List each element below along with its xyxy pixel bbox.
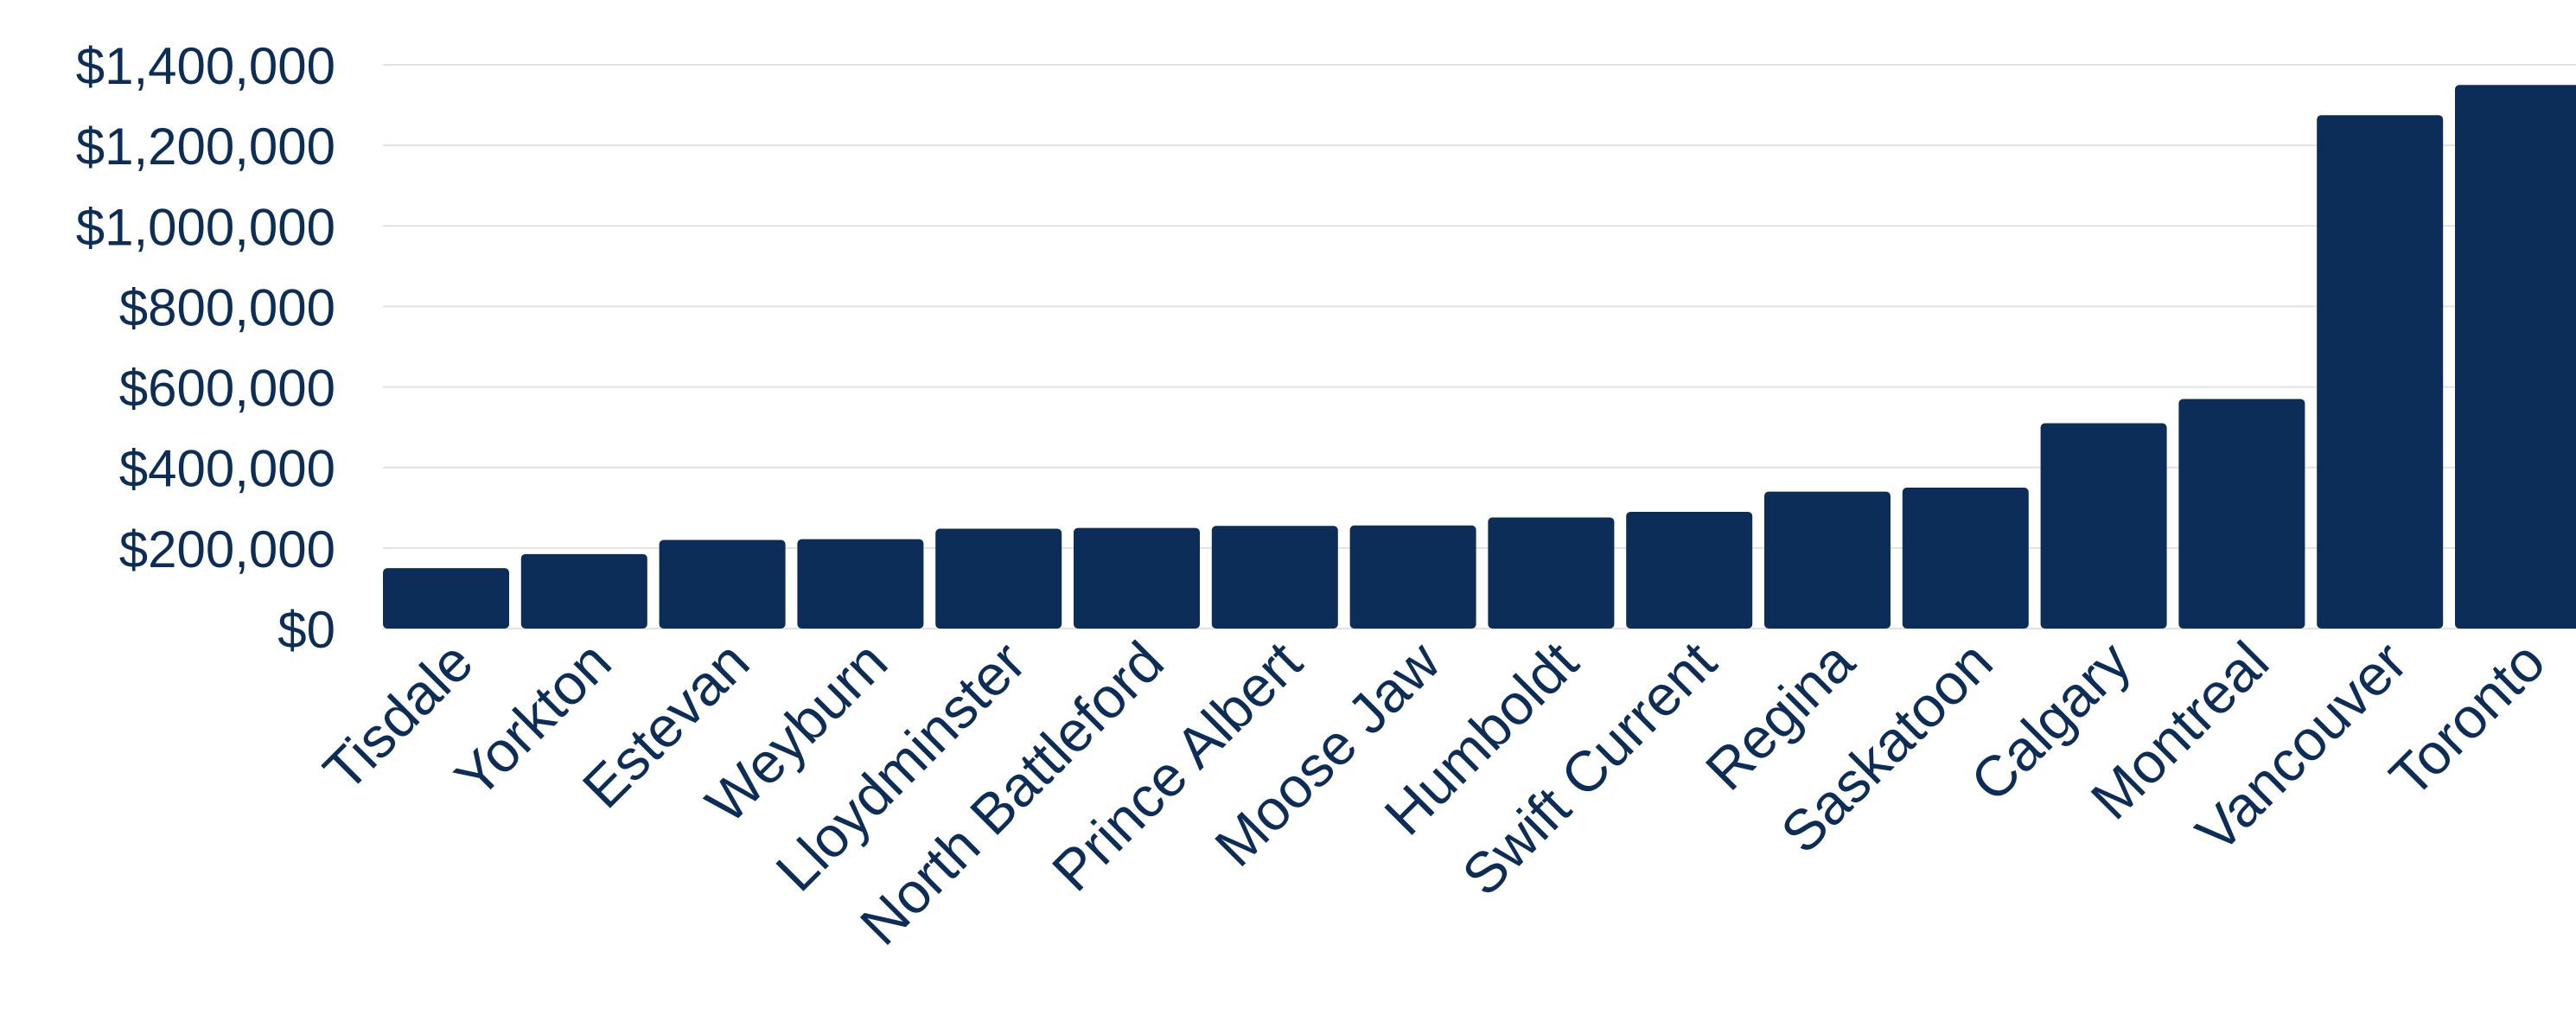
- y-tick-label: $200,000: [119, 520, 335, 578]
- y-tick-label: $400,000: [119, 440, 335, 498]
- bar-humboldt: [1488, 517, 1615, 629]
- bar-prince-albert: [1211, 526, 1338, 629]
- bar-estevan: [659, 540, 786, 629]
- x-tick-label: Toronto: [2377, 629, 2557, 809]
- bars: [383, 85, 2576, 629]
- x-axis-category-labels: TisdaleYorktonEstevanWeyburnLloydminster…: [311, 629, 2557, 956]
- y-tick-label: $1,400,000: [76, 37, 335, 95]
- y-tick-label: $600,000: [119, 360, 335, 418]
- bar-montreal: [2178, 399, 2305, 629]
- bar-tisdale: [383, 568, 509, 629]
- bar-moose-jaw: [1349, 525, 1476, 629]
- bar-calgary: [2040, 423, 2167, 629]
- bar-toronto: [2455, 85, 2576, 629]
- bar-saskatoon: [1902, 488, 2029, 629]
- y-tick-label: $800,000: [119, 278, 335, 336]
- y-tick-label: $1,200,000: [76, 118, 335, 176]
- bar-regina: [1764, 491, 1891, 629]
- y-tick-label: $1,000,000: [76, 198, 335, 256]
- bar-yorkton: [520, 553, 647, 629]
- bar-north-battleford: [1074, 527, 1200, 629]
- y-axis-tick-labels: $0 $200,000 $400,000 $600,000 $800,000 $1,000…: [76, 37, 335, 659]
- bar-vancouver: [2317, 115, 2444, 629]
- y-tick-label: $0: [277, 601, 335, 659]
- bar-lloydminster: [935, 528, 1062, 629]
- bar-swift-current: [1626, 511, 1753, 629]
- bar-weyburn: [797, 539, 924, 629]
